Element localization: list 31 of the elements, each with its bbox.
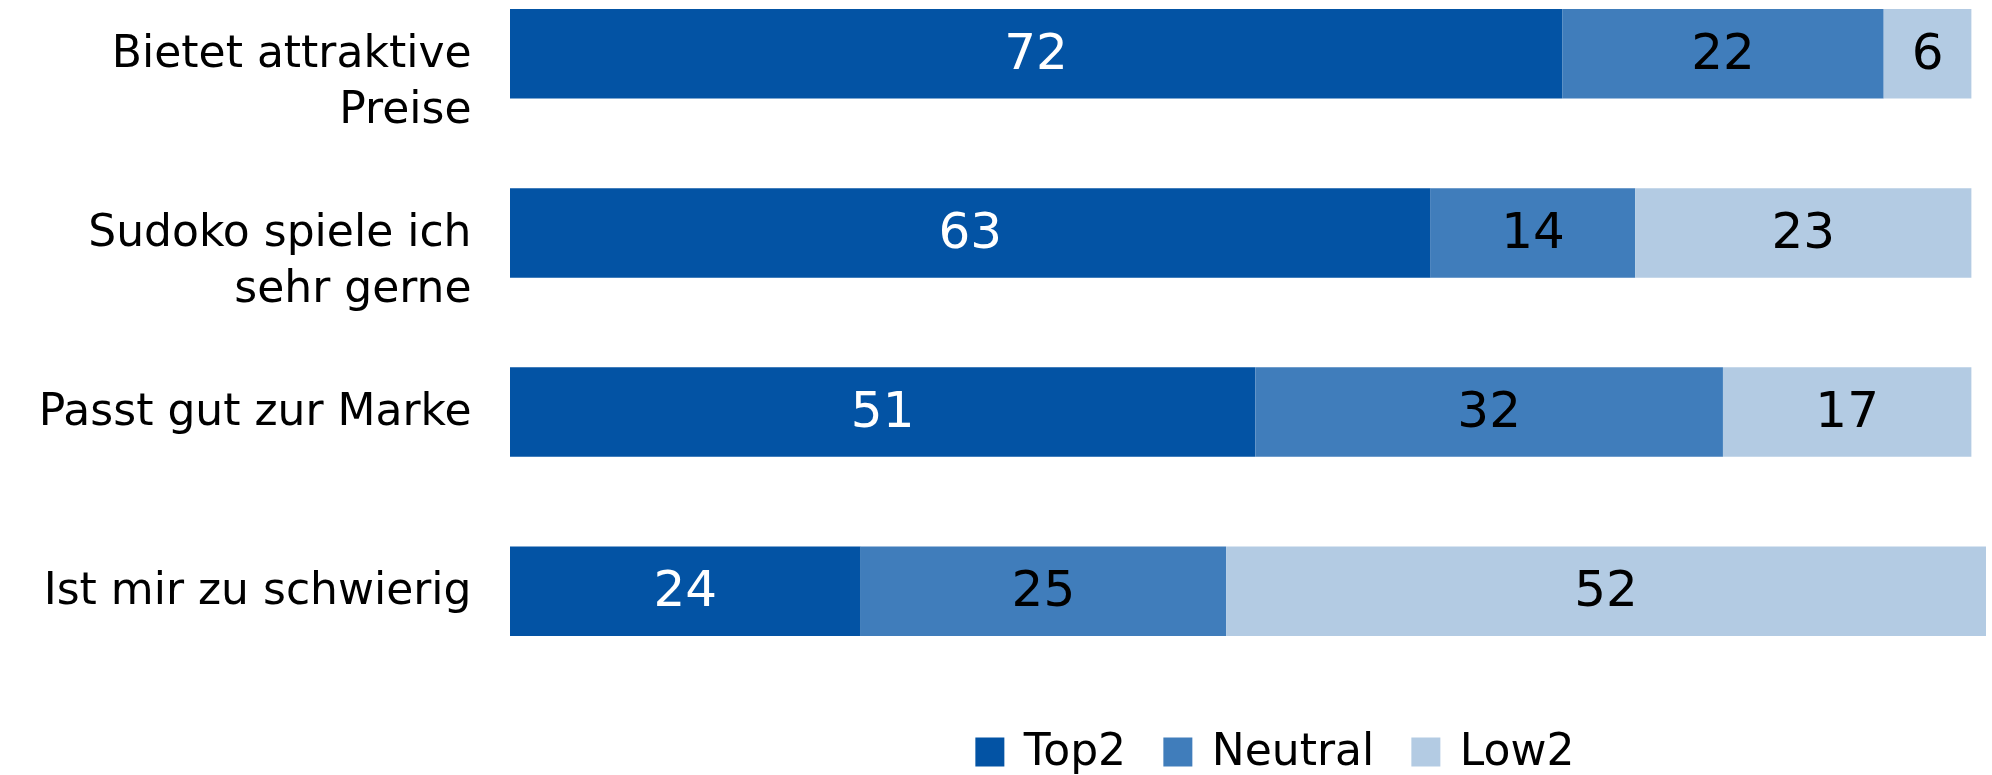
bar xyxy=(510,9,1563,99)
bar xyxy=(1635,188,1972,278)
data-label: 23 xyxy=(1771,201,1836,260)
bar xyxy=(1562,9,1884,99)
bar xyxy=(1226,546,1986,636)
data-label: 14 xyxy=(1501,201,1565,260)
legend-label: Low2 xyxy=(1459,724,1575,775)
data-label: 25 xyxy=(1011,560,1076,619)
bar xyxy=(1255,367,1723,457)
data-label: 52 xyxy=(1574,560,1638,619)
y-tick-label: Ist mir zu schwierig xyxy=(43,563,472,615)
y-tick-label: Passt gut zur Marke xyxy=(38,384,472,436)
bar xyxy=(510,367,1256,457)
data-label: 6 xyxy=(1911,22,1944,81)
y-tick-label: Bietet attraktive Preise xyxy=(111,25,472,133)
legend-label: Neutral xyxy=(1211,724,1375,775)
bar xyxy=(510,188,1431,278)
bar xyxy=(860,546,1227,636)
data-label: 17 xyxy=(1815,381,1879,440)
data-label: 51 xyxy=(850,381,915,440)
bar xyxy=(1722,367,1972,457)
bar xyxy=(1883,9,1972,99)
data-label: 32 xyxy=(1457,381,1521,440)
data-label: 72 xyxy=(1004,22,1068,81)
bar xyxy=(1430,188,1636,278)
legend-label: Top2 xyxy=(1022,724,1127,775)
data-label: 63 xyxy=(938,201,1003,260)
y-tick-label: Sudoko spiele ich sehr gerne xyxy=(88,204,472,312)
data-label: 22 xyxy=(1691,22,1755,81)
data-label: 24 xyxy=(653,560,718,619)
bar xyxy=(510,546,861,636)
